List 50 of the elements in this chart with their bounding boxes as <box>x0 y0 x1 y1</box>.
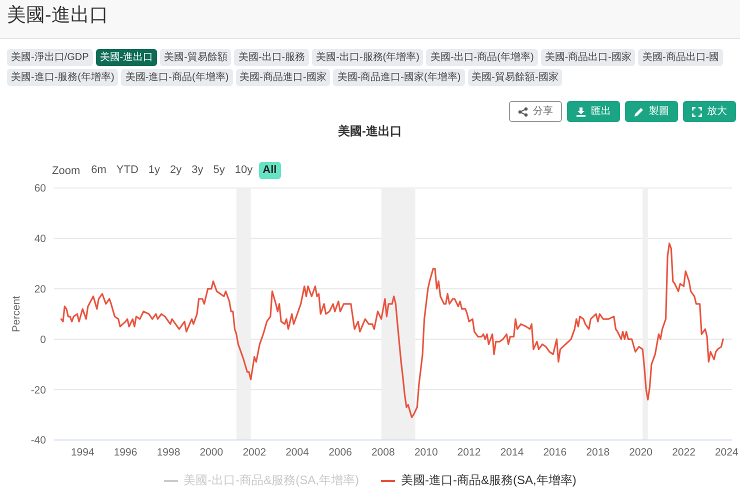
tab[interactable]: 美國-進出口 <box>96 49 158 66</box>
range-button[interactable]: 1y <box>144 162 164 179</box>
x-tick-label: 2004 <box>286 446 310 458</box>
tab[interactable]: 美國-商品出口-國家 <box>540 49 636 66</box>
x-tick-label: 2000 <box>200 446 224 458</box>
tab[interactable]: 美國-商品進口-國家 <box>236 69 330 86</box>
tab[interactable]: 美國-貿易餘額-國家 <box>468 69 562 86</box>
range-button[interactable]: 3y <box>188 162 208 179</box>
y-tick-label: -40 <box>30 434 46 447</box>
y-tick-label: 0 <box>40 334 46 346</box>
chart-title: 美國-進出口 <box>7 5 108 26</box>
line-series <box>60 242 724 418</box>
x-tick-label: 1996 <box>114 446 138 458</box>
tab[interactable]: 美國-商品出口-國 <box>638 49 724 66</box>
x-tick-label: 2012 <box>457 446 481 458</box>
x-tick-label: 2024 <box>714 446 738 458</box>
x-tick-label: 2014 <box>500 446 524 458</box>
x-tick-label: 1994 <box>70 446 94 458</box>
range-button[interactable]: All <box>258 162 281 179</box>
y-tick-label: 40 <box>34 233 46 246</box>
x-tick-label: 2020 <box>629 446 653 458</box>
x-tick-label: 2008 <box>371 446 395 458</box>
range-button[interactable]: 10y <box>230 162 257 179</box>
tab[interactable]: 美國-出口-服務(年增率) <box>312 49 424 66</box>
text: Zoom <box>52 164 80 176</box>
range-button[interactable]: 2y <box>166 162 186 179</box>
tab[interactable]: 美國-進口-商品(年增率) <box>121 69 233 86</box>
y-tick-label: -20 <box>30 384 46 396</box>
tab[interactable]: 美國-出口-商品(年增率) <box>426 49 538 66</box>
range-button[interactable]: 5y <box>209 162 229 179</box>
x-tick-label: 2002 <box>242 446 266 458</box>
x-tick-label: 2018 <box>586 446 610 458</box>
tab[interactable]: 美國-淨出口/GDP <box>7 49 93 66</box>
share-button[interactable]: 分享 <box>509 101 562 122</box>
x-tick-label: 2006 <box>328 446 352 458</box>
range-button[interactable]: YTD <box>112 162 142 179</box>
chart-title: 美國-進出口 <box>337 123 403 140</box>
range-button[interactable]: 6m <box>87 162 110 179</box>
tab[interactable]: 美國-出口-服務 <box>234 49 310 66</box>
y-tick-label: 20 <box>34 284 46 296</box>
y-tick-label: 60 <box>34 182 46 195</box>
tab[interactable]: 美國-商品進口-國家(年增率) <box>333 69 465 86</box>
x-tick-label: 2016 <box>543 446 567 458</box>
tab[interactable]: 美國-貿易餘額 <box>160 49 232 66</box>
legend-label: 美國-進口-商品&服務(SA,年增率) <box>401 472 576 489</box>
x-tick-label: 2022 <box>672 446 696 458</box>
x-tick-label: 2010 <box>414 446 438 458</box>
y-axis-title: Percent <box>10 296 23 332</box>
tab[interactable]: 美國-進口-服務(年增率) <box>7 69 118 86</box>
x-tick-label: 1998 <box>156 446 180 458</box>
